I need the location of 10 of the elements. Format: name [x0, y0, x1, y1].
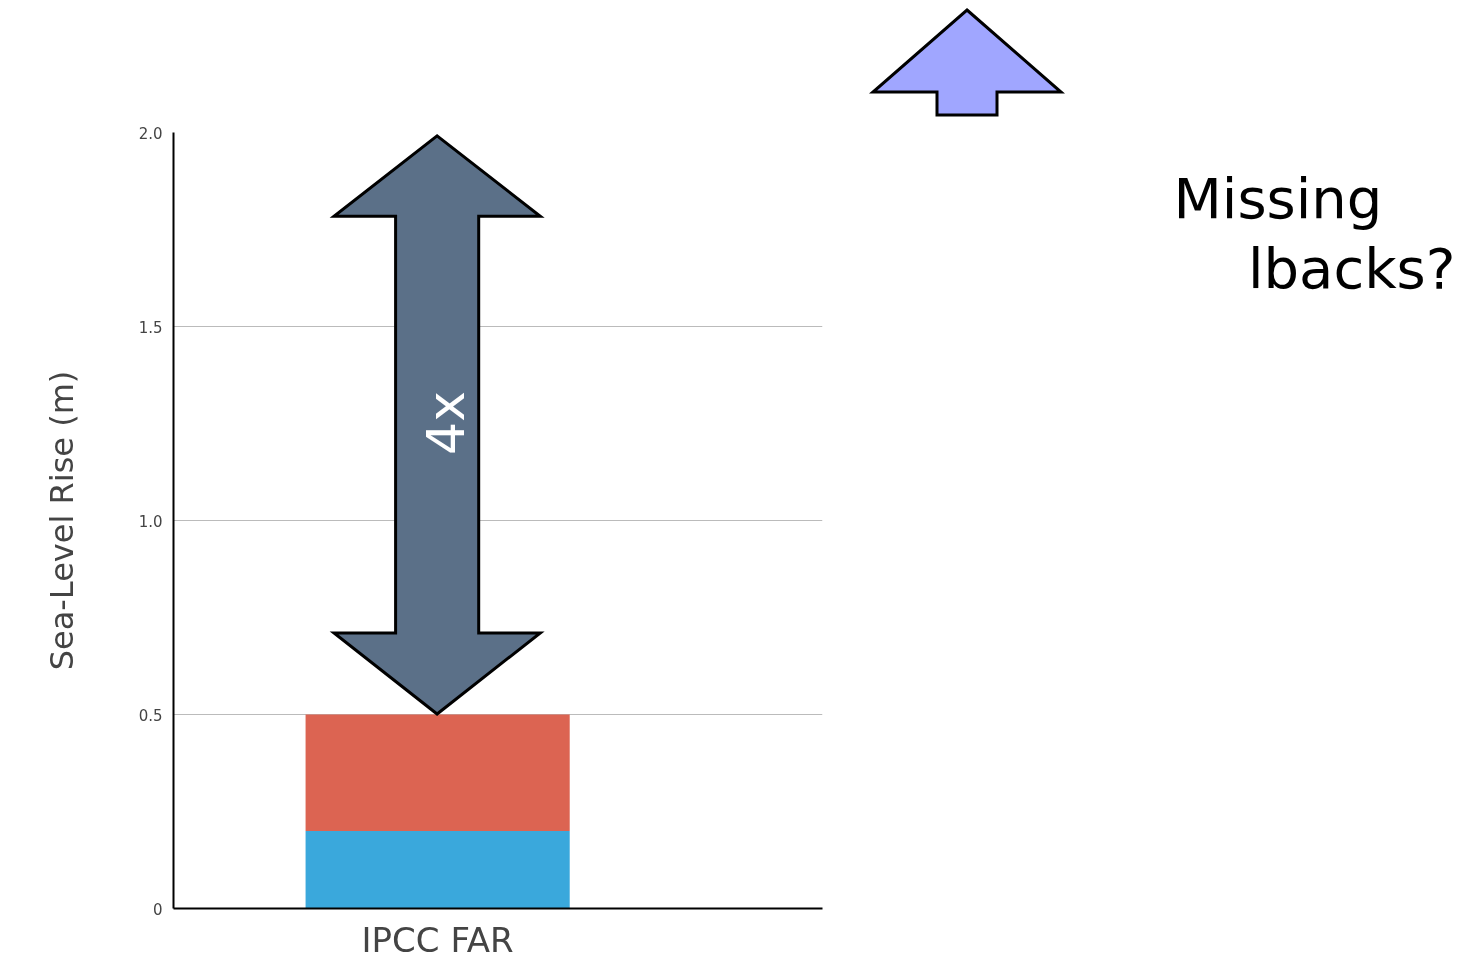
annotation: 4x [416, 391, 477, 455]
text: lbacks? [1247, 236, 1456, 302]
y-axis-title: Sea-Level Rise (m) [42, 370, 81, 671]
y-tick-label: 0.5 [138, 706, 163, 725]
y-tick-label: 1.0 [138, 512, 163, 531]
text: Missing [1173, 165, 1383, 231]
y-tick-label: 2.0 [138, 124, 163, 143]
x-tick-label: IPCC FAR [361, 919, 514, 960]
y-tick-label: 1.5 [138, 318, 163, 337]
y-tick-label: 0 [152, 900, 163, 919]
